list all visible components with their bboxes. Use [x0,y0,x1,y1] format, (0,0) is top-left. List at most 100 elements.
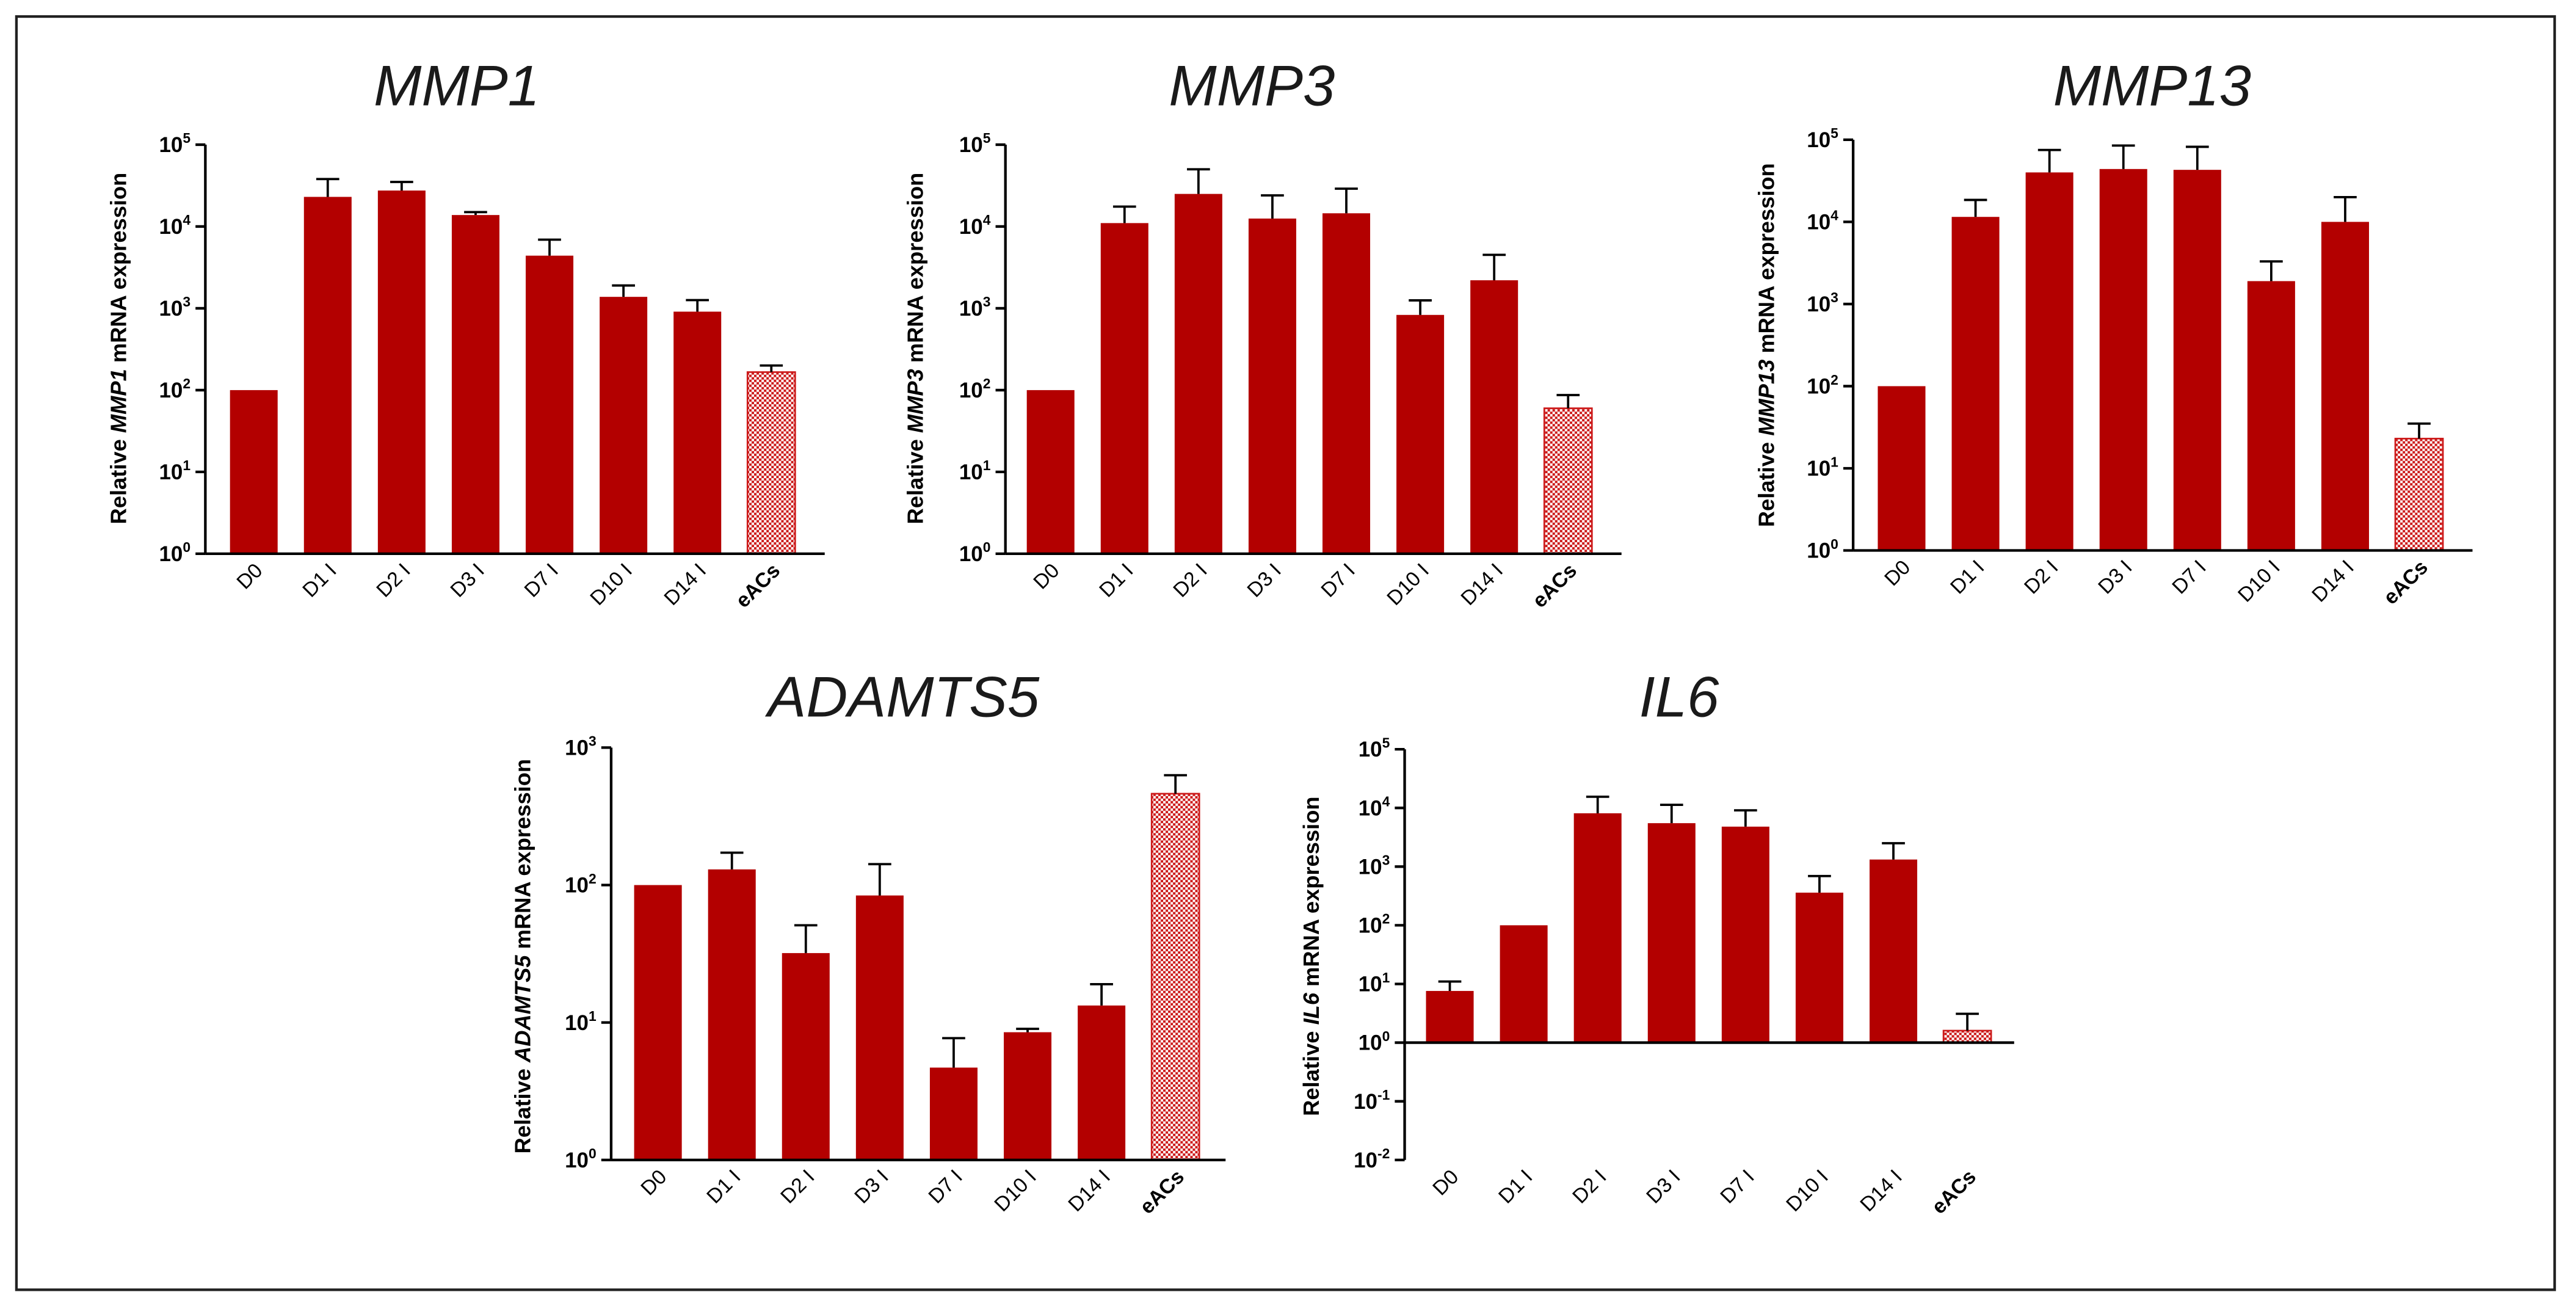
mmp13-bar-d2-i [2025,172,2073,551]
mmp3-bar-d10-i [1396,314,1445,554]
mmp3-x-tick-label-d10-i: D10 I [1383,559,1434,610]
y-tick-base: 10 [1807,128,1830,152]
mmp13-y-axis-label: Relative MMP13 mRNA expression [1754,163,1779,527]
y-tick-exponent: 4 [983,212,991,228]
mmp13-bar-d0 [1878,386,1926,551]
mmp3-bar-d14-i [1470,280,1518,554]
il6-bar-d3-i [1647,823,1696,1043]
y-tick-base: 10 [959,460,983,484]
mmp3-bar-d3-i [1248,218,1296,554]
y-tick-exponent: 5 [1830,125,1838,141]
il6-x-tick-label-d7-i: D7 I [1716,1166,1759,1208]
adamts5-y-axis-label: Relative ADAMTS5 mRNA expression [510,759,535,1153]
il6-bar-d14-i [1870,859,1918,1043]
adamts5-x-tick-label-d1-i: D1 I [703,1166,746,1208]
y-tick-exponent: 3 [1830,289,1838,305]
adamts5-x-tick-label-d3-i: D3 I [851,1166,893,1208]
il6-y-axis-label: Relative IL6 mRNA expression [1299,796,1324,1116]
y-tick-base: 10 [159,133,183,157]
mmp3-bar-d7-i [1322,213,1371,554]
y-tick-base: 10 [1807,539,1830,563]
y-tick-base: 10 [1354,1149,1377,1172]
y-tick-exponent: -1 [1377,1087,1390,1103]
mmp1-bar-d10-i [600,297,648,554]
mmp3-y-tick-label: 104 [959,212,991,239]
y-tick-base: 10 [159,542,183,566]
adamts5-y-tick-label: 100 [565,1145,597,1172]
adamts5-bar-d0 [634,885,682,1160]
y-tick-exponent: 0 [1830,536,1838,552]
mmp1-y-tick-label: 101 [159,457,190,484]
y-tick-base: 10 [565,874,589,898]
adamts5-x-tick-label-eacs: eACs [1136,1166,1189,1219]
figure-border [15,15,2556,1291]
adamts5-bar-d10-i [1004,1032,1052,1160]
adamts5-bar-eacs [1150,793,1200,1161]
mmp13-y-tick-label: 105 [1807,125,1838,152]
y-tick-exponent: 3 [1382,852,1390,868]
y-tick-base: 10 [1359,855,1382,879]
il6-x-tick-label-eacs: eACs [1928,1166,1981,1219]
mmp13-x-tick-label-d0: D0 [1881,556,1915,591]
y-tick-exponent: 2 [983,376,991,391]
il6-y-tick-label: 102 [1359,911,1390,938]
il6-x-tick-label-d0: D0 [1429,1166,1464,1200]
mmp1-x-tick-label-d3-i: D3 I [446,559,489,602]
adamts5-bar-d1-i [708,869,756,1160]
mmp1-bar-eacs [746,371,796,555]
chart-adamts5: ADAMTS5 Relative ADAMTS5 mRNA expression D… [510,664,1226,1219]
y-tick-base: 10 [565,1011,589,1035]
mmp1-y-tick-label: 102 [159,376,190,402]
y-tick-exponent: 3 [589,733,597,749]
il6-bar-d1-i [1500,925,1548,1043]
y-tick-base: 10 [565,1149,589,1172]
y-axis-label-prefix: Relative [106,433,131,524]
mmp3-bar-d0 [1026,390,1075,554]
il6-y-tick-label: 105 [1359,735,1390,761]
y-axis-label-gene: MMP3 [902,369,927,433]
y-axis-label-prefix: Relative [902,433,927,524]
il6-y-tick-label: 103 [1359,852,1390,879]
adamts5-y-tick-label: 102 [565,871,597,898]
y-tick-base: 10 [159,297,183,321]
adamts5-x-tick-label-d14-i: D14 I [1064,1166,1115,1216]
mmp1-x-tick-label-d1-i: D1 I [299,559,341,602]
y-tick-exponent: -2 [1377,1145,1390,1161]
mmp13-bar-eacs [2394,437,2444,551]
mmp1-y-tick-label: 100 [159,539,190,566]
mmp1-x-tick-label-d7-i: D7 I [520,559,563,602]
mmp3-y-axis-label: Relative MMP3 mRNA expression [902,173,927,524]
y-tick-exponent: 5 [1382,735,1390,750]
mmp1-bar-d14-i [673,311,722,554]
y-tick-exponent: 0 [589,1145,597,1161]
y-axis-label-prefix: Relative [1754,436,1779,527]
mmp13-y-tick-label: 104 [1807,208,1838,234]
il6-bar-eacs [1942,1029,1992,1043]
mmp1-y-axis-label: Relative MMP1 mRNA expression [106,173,131,524]
adamts5-y-tick-label: 101 [565,1008,597,1035]
mmp1-x-tick-label-eacs: eACs [731,559,785,612]
mmp1-title: MMP1 [374,53,540,117]
y-axis-label-suffix: mRNA expression [1299,796,1324,993]
mmp1-bar-d2-i [377,191,426,554]
y-tick-base: 10 [959,542,983,566]
mmp3-bar-d2-i [1174,194,1222,554]
y-axis-label-gene: IL6 [1299,992,1324,1025]
y-tick-exponent: 0 [183,539,190,555]
mmp13-x-tick-label-d14-i: D14 I [2308,556,2359,607]
il6-bar-d7-i [1721,826,1769,1043]
y-axis-label-suffix: mRNA expression [106,173,131,369]
y-tick-base: 10 [1807,292,1830,316]
adamts5-x-tick-label-d0: D0 [637,1166,672,1200]
adamts5-x-tick-label-d10-i: D10 I [990,1166,1041,1216]
y-tick-base: 10 [159,379,183,402]
adamts5-title: ADAMTS5 [765,664,1040,728]
mmp13-x-tick-label-eacs: eACs [2379,556,2433,609]
mmp3-y-tick-label: 105 [959,130,991,157]
y-tick-exponent: 5 [983,130,991,146]
chart-panels: MMP1 Relative MMP1 mRNA expression D0 D1 I D… [106,53,2473,1219]
y-tick-exponent: 1 [183,457,190,473]
